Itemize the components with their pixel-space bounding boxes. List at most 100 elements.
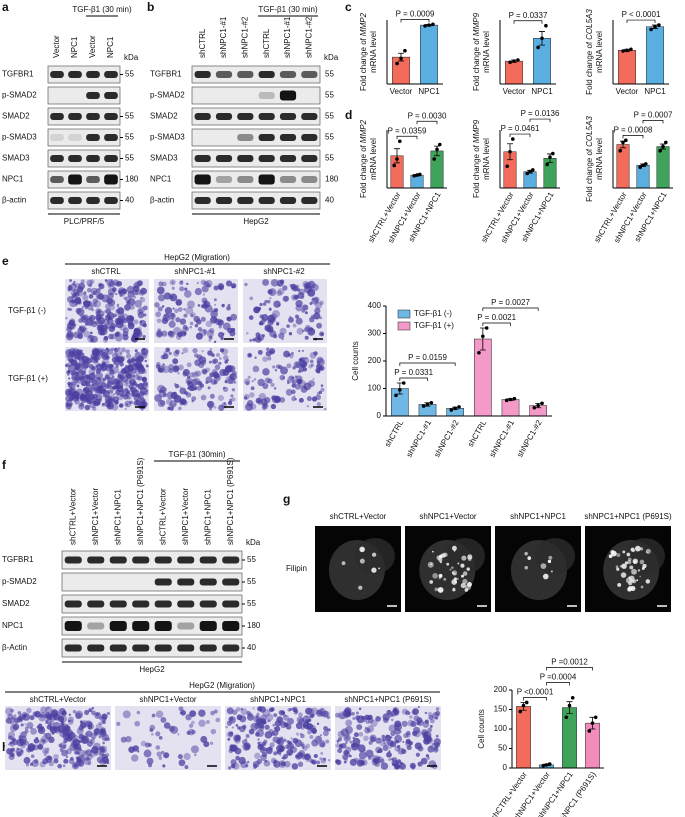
stained-cell: [169, 400, 177, 408]
stained-cell: [65, 755, 69, 758]
stained-cell: [29, 715, 35, 721]
stained-cell: [257, 741, 261, 745]
p-value: P = 0.0021: [477, 313, 516, 322]
p-value: P = 0.0331: [394, 368, 433, 377]
stained-cell: [101, 713, 108, 720]
filipin-spot: [438, 573, 443, 578]
stained-cell: [100, 348, 106, 354]
stained-cell: [115, 308, 121, 314]
stained-cell: [279, 753, 282, 757]
stained-cell: [192, 371, 199, 378]
stained-cell: [83, 291, 87, 294]
stained-cell: [225, 725, 228, 729]
stained-cell: [315, 367, 321, 373]
data-point: [587, 729, 592, 733]
stained-cell: [349, 758, 357, 766]
stained-cell: [227, 400, 233, 406]
stained-cell: [285, 724, 292, 730]
stained-cell: [57, 763, 62, 769]
stained-cell: [163, 722, 171, 729]
stained-cell: [201, 285, 209, 293]
stained-cell: [290, 737, 293, 740]
stained-cell: [213, 373, 221, 382]
y-axis-label: Cell counts: [477, 709, 486, 749]
stained-cell: [125, 372, 133, 380]
stained-cell: [40, 711, 47, 718]
blot-band: [301, 155, 318, 162]
stained-cell: [346, 753, 351, 758]
stained-cell: [265, 350, 272, 357]
stained-cell: [197, 326, 203, 332]
stained-cell: [125, 382, 129, 385]
stained-cell: [53, 758, 59, 764]
filipin-spot: [439, 560, 442, 564]
stained-cell: [122, 388, 131, 397]
stained-cell: [99, 729, 107, 737]
stained-cell: [111, 386, 114, 389]
stained-cell: [259, 302, 263, 307]
stained-cell: [318, 708, 327, 717]
stained-cell: [201, 350, 204, 353]
stained-cell: [37, 744, 44, 750]
stained-cell: [182, 371, 188, 377]
stained-cell: [79, 720, 83, 724]
y-label-prefix: Fold change of: [585, 41, 594, 95]
kda-label: 40: [125, 196, 134, 205]
filipin-spot: [630, 547, 635, 552]
stained-cell: [374, 760, 381, 767]
stained-cell: [132, 332, 139, 339]
stained-cell: [270, 317, 277, 323]
legend-label: TGF-β1 (-): [414, 309, 452, 318]
stained-cell: [65, 399, 73, 407]
stained-cell: [397, 747, 405, 755]
bar: [656, 146, 670, 189]
stained-cell: [67, 716, 74, 723]
stained-cell: [245, 331, 249, 335]
stained-cell: [78, 725, 84, 731]
stained-cell: [372, 759, 376, 762]
stained-cell: [36, 725, 40, 729]
stained-cell: [232, 285, 236, 289]
p-value: P =0.0004: [540, 673, 577, 682]
stained-cell: [169, 406, 174, 411]
filipin-spot: [640, 585, 644, 589]
row-label: TGF-β1 (-): [8, 306, 46, 315]
stained-cell: [192, 347, 198, 354]
y-tick-label: 400: [368, 301, 382, 310]
stained-cell: [257, 378, 265, 387]
filipin-spot: [341, 561, 346, 566]
stained-cell: [251, 380, 254, 383]
stained-cell: [209, 348, 212, 351]
stained-cell: [75, 363, 83, 372]
kda-label: 55: [125, 112, 134, 121]
stained-cell: [335, 712, 340, 718]
stained-cell: [83, 330, 91, 338]
stained-cell: [218, 284, 224, 291]
stained-cell: [182, 347, 189, 354]
stained-cell: [137, 750, 140, 753]
panel-letter: d: [345, 108, 352, 122]
stained-cell: [93, 728, 100, 735]
blot-band: [104, 92, 118, 99]
stained-cell: [92, 406, 97, 411]
stained-cell: [81, 736, 89, 745]
y-label-gene: COL5A3: [585, 116, 594, 147]
stained-cell: [185, 377, 193, 385]
stained-cell: [273, 751, 278, 756]
stained-cell: [313, 312, 321, 320]
stained-cell: [82, 361, 90, 369]
comparison-bracket: [416, 120, 438, 125]
stained-cell: [91, 366, 96, 371]
stained-cell: [72, 288, 79, 295]
stained-cell: [94, 400, 98, 405]
x-tick-label: NPC1: [531, 87, 553, 96]
stained-cell: [75, 760, 82, 767]
blot-band: [194, 197, 211, 204]
stained-cell: [117, 384, 122, 389]
stained-cell: [122, 313, 129, 320]
stained-cell: [213, 285, 219, 291]
stained-cell: [42, 758, 49, 765]
bar: [636, 164, 650, 189]
stained-cell: [226, 707, 234, 715]
blot-band: [194, 155, 211, 162]
